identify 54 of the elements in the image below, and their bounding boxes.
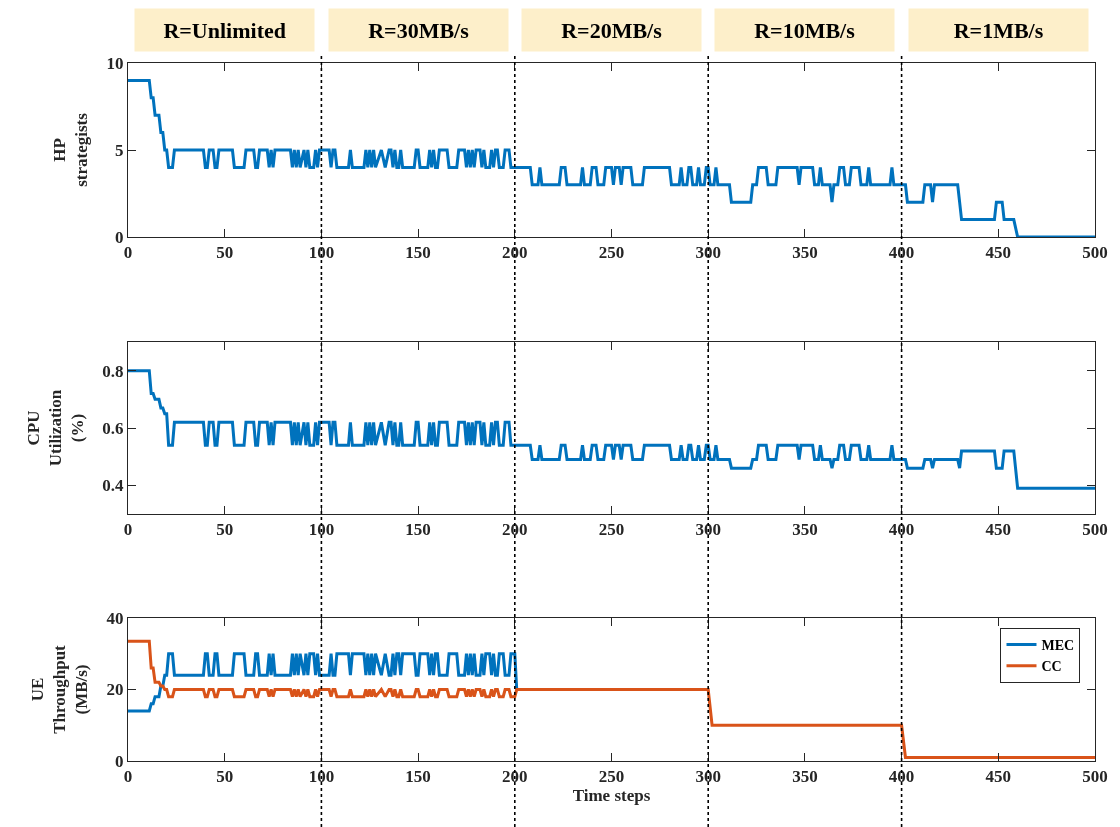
x-tick-label: 150 <box>405 243 431 263</box>
x-tick-label: 50 <box>216 767 234 787</box>
y-tick-label: 0.4 <box>102 476 125 496</box>
x-tick-label: 150 <box>405 520 431 540</box>
y-tick-label: 0.8 <box>102 361 124 381</box>
x-tick-label: 250 <box>598 243 625 263</box>
text: R=20MB/s <box>561 17 663 43</box>
x-tick-label: 350 <box>792 767 818 787</box>
line-series <box>128 639 1095 759</box>
x-tick-label: 200 <box>502 243 528 263</box>
x-axis-title: Time steps <box>572 786 651 806</box>
line-series <box>128 652 519 713</box>
x-tick-label: 500 <box>1082 243 1108 263</box>
x-tick-label: 150 <box>405 767 431 787</box>
x-tick-label: 250 <box>598 767 625 787</box>
text: R=10MB/s <box>754 17 856 43</box>
y-axis-title: CPU Utilization (%) <box>23 389 87 467</box>
y-tick-label: 0.6 <box>102 418 124 438</box>
x-tick-label: 350 <box>792 243 818 263</box>
x-tick-label: 400 <box>888 767 915 787</box>
y-tick-label: 0 <box>115 227 124 247</box>
x-tick-label: 100 <box>308 767 335 787</box>
x-tick-label: 350 <box>792 520 818 540</box>
text: R=1MB/s <box>953 17 1044 43</box>
x-tick-label: 500 <box>1082 520 1108 540</box>
y-axis-title: UE Throughput (MB/s) <box>27 644 92 734</box>
x-tick-label: 300 <box>695 520 721 540</box>
y-tick-label: 20 <box>106 680 124 700</box>
y-tick-label: 5 <box>115 140 124 160</box>
x-tick-label: 200 <box>502 520 528 540</box>
text: R=30MB/s <box>368 17 470 43</box>
x-tick-label: 300 <box>695 243 721 263</box>
legend-label: MEC <box>1041 638 1075 654</box>
x-tick-label: 400 <box>888 520 915 540</box>
y-tick-label: 40 <box>106 608 124 628</box>
x-tick-label: 450 <box>985 520 1012 540</box>
y-tick-label: 10 <box>106 53 124 73</box>
x-tick-label: 500 <box>1082 767 1108 787</box>
x-tick-label: 100 <box>308 243 335 263</box>
x-tick-label: 300 <box>695 767 721 787</box>
x-tick-label: 450 <box>985 243 1012 263</box>
legend-label: CC <box>1041 659 1062 675</box>
x-tick-label: 50 <box>216 243 234 263</box>
x-tick-label: 450 <box>985 767 1012 787</box>
x-tick-label: 250 <box>598 520 625 540</box>
x-tick-label: 400 <box>888 243 915 263</box>
x-tick-label: 50 <box>216 520 234 540</box>
x-tick-label: 200 <box>502 767 528 787</box>
text: R=Unlimited <box>163 17 286 43</box>
y-axis-title: HP strategists <box>50 112 92 187</box>
line-series <box>128 369 1095 490</box>
line-series <box>128 78 1095 237</box>
y-tick-label: 0 <box>115 751 124 771</box>
x-tick-label: 100 <box>308 520 335 540</box>
